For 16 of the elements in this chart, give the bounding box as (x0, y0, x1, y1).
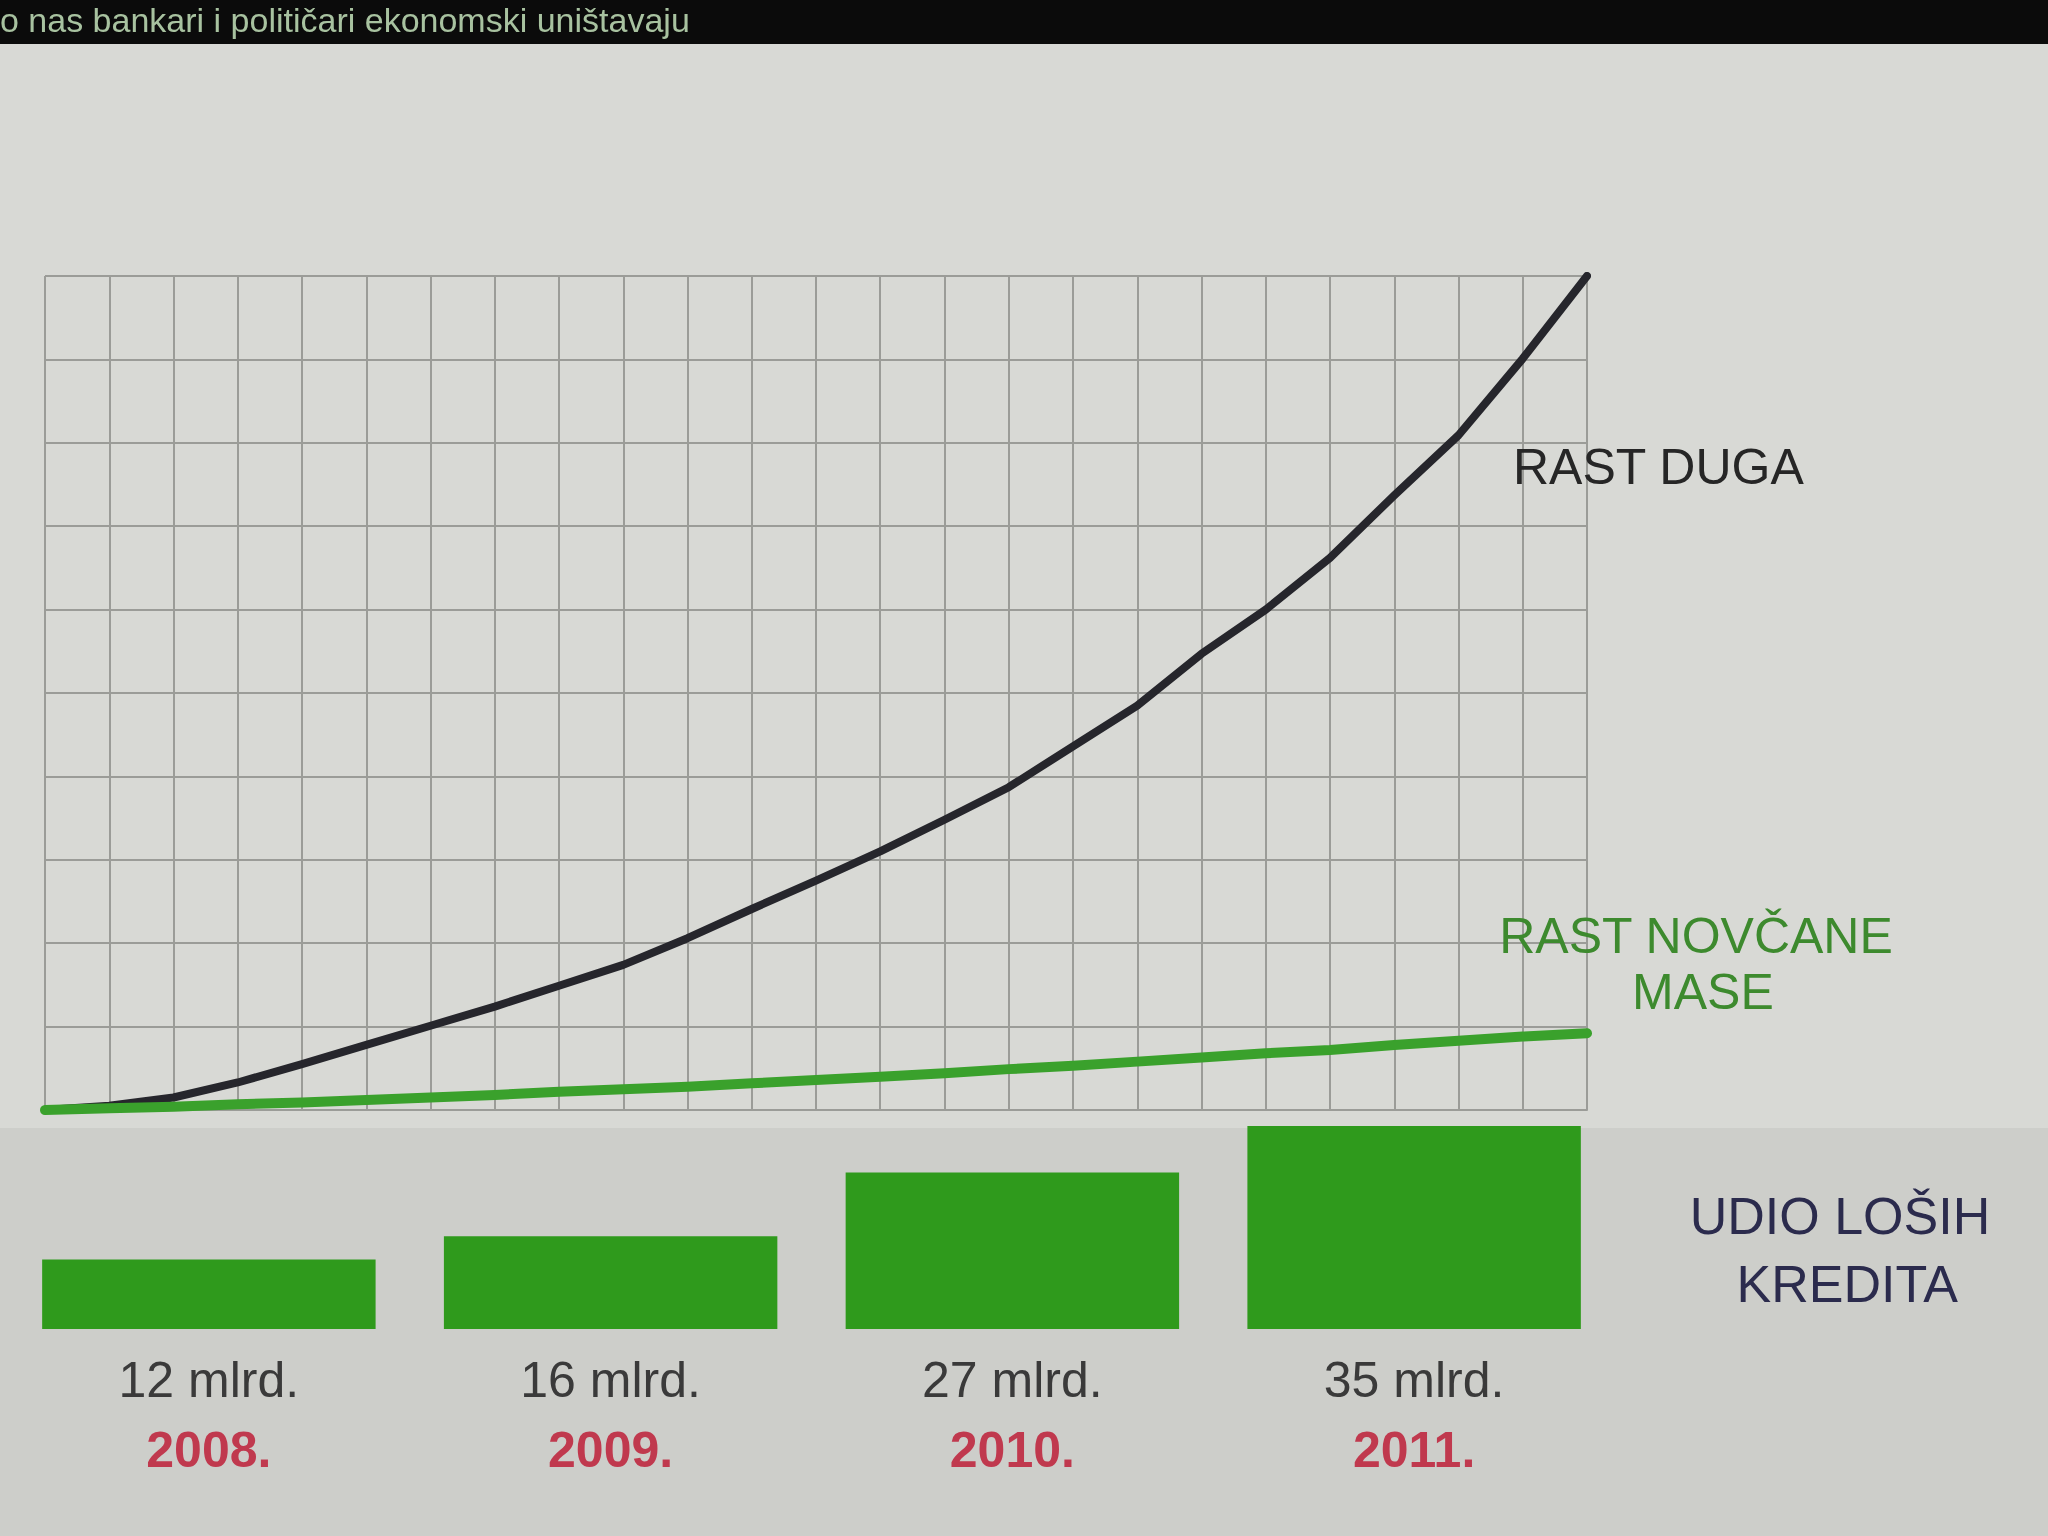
series-label: RAST DUGA (1513, 439, 1805, 495)
x-tick-label: 2009. (548, 1422, 674, 1478)
series-label: RAST NOVČANE MASE (1499, 908, 1893, 1021)
data-label: 12 mlrd. (118, 1352, 300, 1408)
bar (1247, 1126, 1581, 1329)
data-label: 35 mlrd. (1323, 1352, 1505, 1408)
bar (845, 1172, 1180, 1329)
data-label: 16 mlrd. (520, 1352, 701, 1408)
text: o nas bankari i političari ekonomski uništavaju (0, 0, 690, 40)
x-tick-label: 2010. (949, 1422, 1075, 1478)
x-tick-label: 2008. (146, 1422, 272, 1478)
text: UDIO LOŠIH KREDITA (1689, 1187, 1991, 1313)
bar (443, 1236, 778, 1329)
data-label: 27 mlrd. (922, 1352, 1103, 1408)
x-tick-label: 2011. (1352, 1422, 1476, 1478)
bar (42, 1259, 376, 1329)
